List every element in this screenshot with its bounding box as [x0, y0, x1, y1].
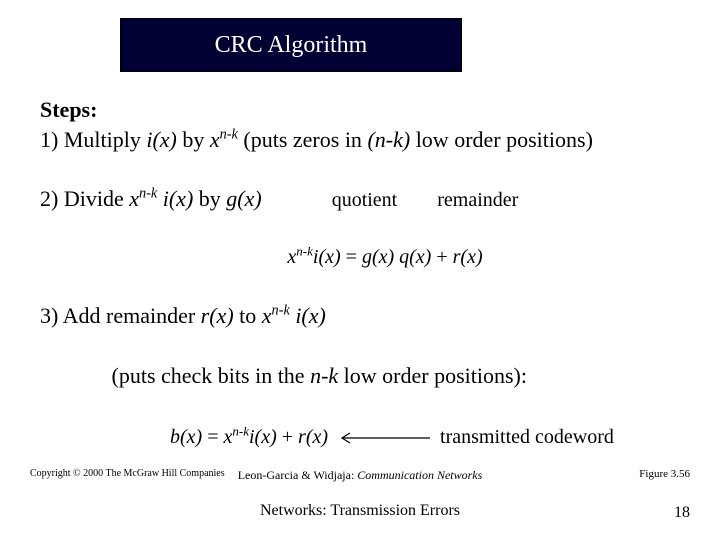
citation-title: Communication Networks — [357, 468, 482, 482]
transmitted-codeword-label: transmitted codeword — [440, 424, 614, 451]
eq1-plus: + — [431, 246, 452, 268]
equation-1: xn-ki(x) = g(x) q(x) + r(x) — [40, 244, 690, 271]
step1-ix: i(x) — [146, 127, 177, 152]
eq2-exp: n-k — [232, 423, 249, 438]
step3-line2b: low order positions): — [338, 363, 527, 388]
step3-line2a: (puts check bits in the — [84, 363, 310, 388]
steps-heading: Steps: — [40, 95, 690, 125]
figure-label: Figure 3.56 — [639, 468, 690, 480]
eq1-rx: r(x) — [453, 246, 483, 268]
equation-2: b(x) = xn-ki(x) + r(x) — [170, 424, 328, 451]
step2-prefix: 2) Divide — [40, 186, 129, 211]
step3-b: to — [234, 303, 262, 328]
equation-2-row: b(x) = xn-ki(x) + r(x) transmitted codew… — [40, 424, 690, 451]
eq2-plus: + — [277, 426, 298, 448]
step3-ix: i(x) — [290, 303, 326, 328]
page-number: 18 — [674, 504, 690, 522]
eq1-gx: g(x) — [362, 246, 394, 268]
step1-tail: (puts zeros in — [238, 127, 368, 152]
step3-nk: n-k — [310, 363, 338, 388]
eq1-x: x — [287, 246, 296, 268]
step3-x: x — [262, 303, 272, 328]
step1-exp: n-k — [220, 126, 238, 142]
lecture-title: Networks: Transmission Errors — [0, 502, 720, 520]
quotient-label: quotient — [332, 187, 398, 214]
step-1: 1) Multiply i(x) by xn-k (puts zeros in … — [40, 125, 690, 155]
citation-authors: Leon-Garcia & Widjaja: — [238, 468, 358, 482]
eq2-rx: r(x) — [298, 426, 328, 448]
step1-prefix: 1) Multiply — [40, 127, 146, 152]
step1-nk: (n-k) — [367, 127, 410, 152]
step3-a: 3) Add remainder — [40, 303, 201, 328]
step1-x: x — [210, 127, 220, 152]
step2-ix: i(x) — [157, 186, 193, 211]
step1-by: by — [177, 127, 210, 152]
step2-exp: n-k — [139, 186, 157, 202]
eq1-exp: n-k — [296, 244, 313, 259]
slide-title: CRC Algorithm — [215, 32, 368, 59]
eq1-ix: i(x) — [313, 246, 341, 268]
step2-by: by — [193, 186, 226, 211]
step-3: 3) Add remainder r(x) to xn-k i(x) (puts… — [40, 301, 690, 420]
footer: Copyright © 2000 The McGraw Hill Compani… — [0, 462, 720, 522]
slide-root: CRC Algorithm Steps: 1) Multiply i(x) by… — [0, 0, 720, 540]
step3-exp: n-k — [272, 303, 290, 319]
arrow-left-icon — [334, 431, 434, 445]
eq2-ix: i(x) — [249, 426, 277, 448]
step2-x: x — [129, 186, 139, 211]
citation: Leon-Garcia & Widjaja: Communication Net… — [0, 468, 720, 483]
title-box: CRC Algorithm — [120, 18, 462, 72]
eq2-eq: = — [202, 426, 223, 448]
step2-gx: g(x) — [226, 186, 261, 211]
step3-rx: r(x) — [201, 303, 234, 328]
eq1-qx: q(x) — [394, 246, 431, 268]
body: Steps: 1) Multiply i(x) by xn-k (puts ze… — [40, 95, 690, 451]
remainder-label: remainder — [437, 187, 518, 214]
step-2: 2) Divide xn-k i(x) by g(x) quotient rem… — [40, 184, 690, 214]
step1-tail2: low order positions) — [410, 127, 593, 152]
eq2-bx: b(x) — [170, 426, 202, 448]
eq1-eq: = — [341, 246, 362, 268]
